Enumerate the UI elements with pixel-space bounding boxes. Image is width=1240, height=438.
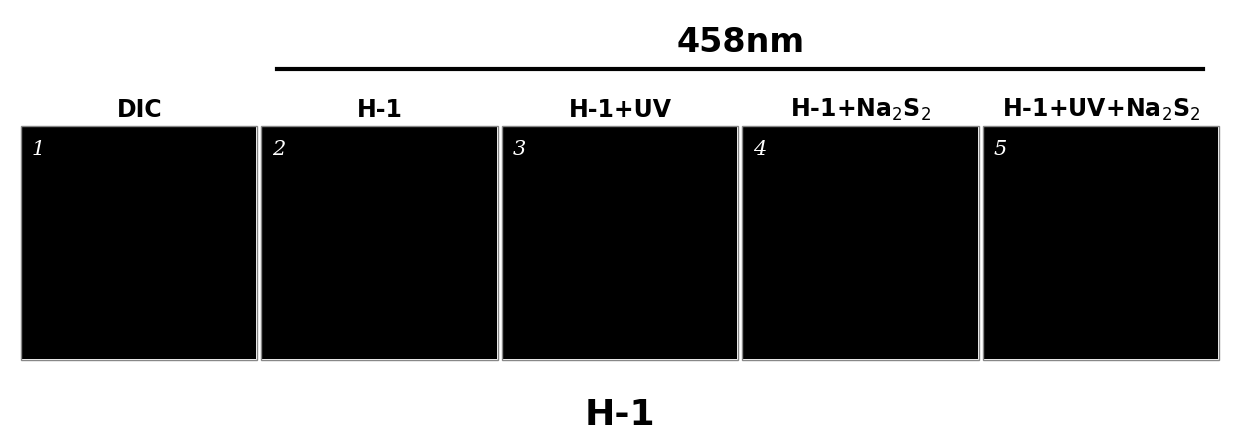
Bar bbox=[21, 127, 258, 360]
Bar bbox=[502, 128, 738, 359]
Text: DIC: DIC bbox=[117, 98, 162, 122]
Text: 3: 3 bbox=[513, 140, 526, 159]
Text: 1: 1 bbox=[32, 140, 45, 159]
Bar bbox=[263, 128, 497, 359]
Text: 4: 4 bbox=[753, 140, 766, 159]
Text: H-1+UV+Na$_2$S$_2$: H-1+UV+Na$_2$S$_2$ bbox=[1002, 97, 1200, 123]
Text: H-1+UV: H-1+UV bbox=[568, 98, 672, 122]
Bar bbox=[22, 128, 257, 359]
Bar bbox=[502, 127, 738, 360]
Bar bbox=[983, 128, 1218, 359]
Bar bbox=[743, 128, 977, 359]
Bar bbox=[262, 127, 497, 360]
Text: H-1: H-1 bbox=[585, 397, 655, 431]
Text: H-1: H-1 bbox=[357, 98, 403, 122]
Text: H-1+Na$_2$S$_2$: H-1+Na$_2$S$_2$ bbox=[790, 97, 931, 123]
Bar bbox=[982, 127, 1219, 360]
Bar bbox=[743, 127, 978, 360]
Text: 2: 2 bbox=[273, 140, 285, 159]
Text: 458nm: 458nm bbox=[676, 25, 805, 58]
Text: 5: 5 bbox=[993, 140, 1007, 159]
